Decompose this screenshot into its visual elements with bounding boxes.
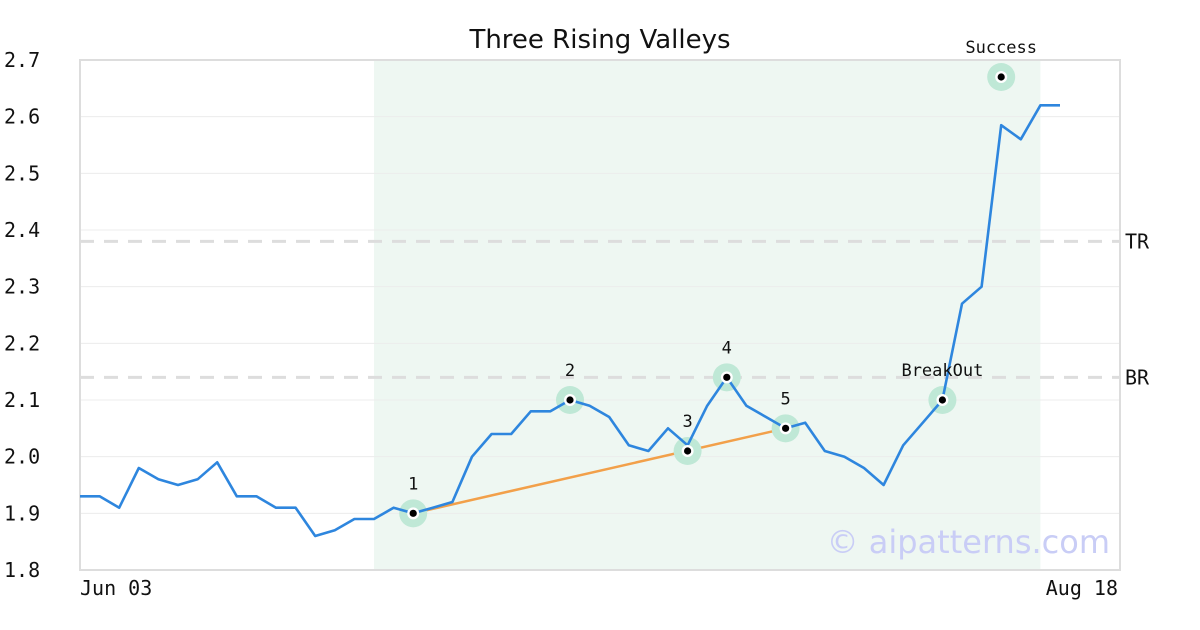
x-tick-label: Jun 03 bbox=[80, 576, 152, 600]
y-tick-label: 2.7 bbox=[4, 48, 40, 72]
pattern-point-marker bbox=[723, 373, 731, 381]
y-tick-label: 2.0 bbox=[4, 445, 40, 469]
pattern-point-label: 3 bbox=[682, 412, 692, 432]
pattern-point-marker bbox=[782, 424, 790, 432]
y-tick-label: 2.6 bbox=[4, 105, 40, 129]
watermark: © aipatterns.com bbox=[827, 523, 1110, 561]
y-tick-label: 2.1 bbox=[4, 388, 40, 412]
y-tick-label: 2.4 bbox=[4, 218, 40, 242]
pattern-point-label: 2 bbox=[565, 361, 575, 381]
pattern-point-label: 5 bbox=[780, 389, 790, 409]
level-label-br: BR bbox=[1125, 365, 1150, 389]
plot-frame bbox=[79, 59, 1121, 571]
pattern-point-marker bbox=[938, 396, 947, 404]
x-tick-label: Aug 18 bbox=[1046, 576, 1118, 600]
pattern-point-label: BreakOut bbox=[901, 361, 983, 381]
trend-line bbox=[412, 427, 786, 515]
pattern-highlight bbox=[374, 60, 1041, 570]
pattern-point-label: 1 bbox=[408, 474, 418, 494]
y-tick-label: 1.8 bbox=[4, 558, 40, 582]
pattern-point-marker bbox=[566, 396, 574, 404]
pattern-point-label: Success bbox=[965, 38, 1037, 58]
pattern-point-marker bbox=[684, 447, 692, 455]
pattern-point-marker bbox=[997, 73, 1005, 81]
y-tick-label: 1.9 bbox=[4, 501, 40, 525]
chart-title: Three Rising Valleys bbox=[468, 25, 730, 55]
y-tick-label: 2.3 bbox=[4, 275, 40, 299]
pattern-point-marker bbox=[409, 509, 417, 517]
pattern-point-label: 4 bbox=[722, 338, 732, 358]
y-tick-label: 2.5 bbox=[4, 161, 40, 185]
level-label-tr: TR bbox=[1125, 229, 1150, 253]
y-tick-label: 2.2 bbox=[4, 331, 40, 355]
